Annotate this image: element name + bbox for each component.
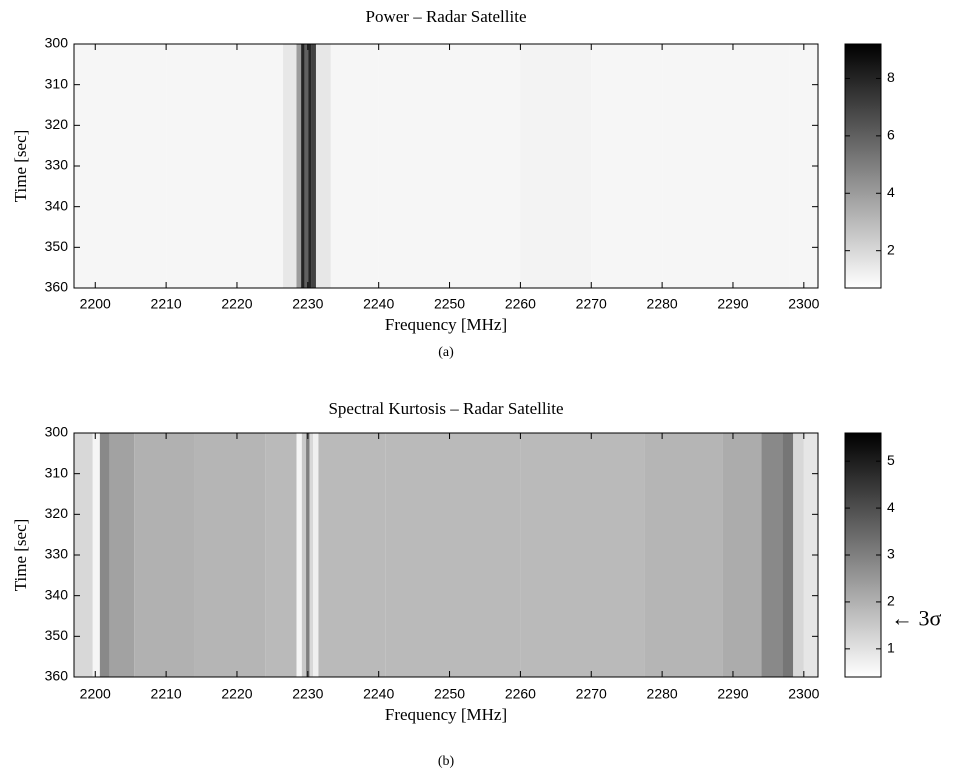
heatmap-column xyxy=(722,433,762,677)
y-tick-label: 350 xyxy=(45,627,69,643)
y-tick-label: 350 xyxy=(45,238,69,254)
y-tick-label: 320 xyxy=(45,505,69,521)
heatmap-column xyxy=(761,433,783,677)
heatmap-column xyxy=(318,433,386,677)
colorbar-tick-label: 2 xyxy=(887,241,895,257)
heatmap-column xyxy=(109,44,167,288)
heatmap-column xyxy=(308,44,312,288)
x-tick-label: 2290 xyxy=(717,296,748,312)
colorbar-tick-label: 8 xyxy=(887,69,895,85)
x-tick-label: 2230 xyxy=(292,296,323,312)
colorbar-tick-label: 3 xyxy=(887,546,895,562)
heatmap-column xyxy=(304,44,309,288)
heatmap-column xyxy=(644,433,723,677)
x-tick-label: 2210 xyxy=(151,686,182,702)
x-tick-label: 2220 xyxy=(221,296,252,312)
x-axis-label: Frequency [MHz] xyxy=(385,705,507,724)
y-axis-label: Time [sec] xyxy=(11,519,30,592)
x-tick-label: 2220 xyxy=(221,686,252,702)
heatmap-column xyxy=(296,44,302,288)
colorbar-tick-label: 2 xyxy=(887,593,895,609)
heatmap-column xyxy=(591,44,663,288)
y-tick-label: 300 xyxy=(45,424,69,440)
x-tick-label: 2250 xyxy=(434,686,465,702)
heatmap-column xyxy=(782,433,794,677)
x-tick-label: 2240 xyxy=(363,296,394,312)
heatmap-column xyxy=(313,433,319,677)
heatmap-column xyxy=(74,433,93,677)
heatmap-column xyxy=(296,433,302,677)
x-tick-label: 2260 xyxy=(505,296,536,312)
heatmap-column xyxy=(311,44,316,288)
heatmap-column xyxy=(330,44,379,288)
chart-title: Power – Radar Satellite xyxy=(366,7,527,26)
x-tick-label: 2300 xyxy=(788,296,819,312)
colorbar-tick-label: 1 xyxy=(887,640,895,656)
heatmap-column xyxy=(793,433,804,677)
caption: (b) xyxy=(438,754,455,769)
heatmap-column xyxy=(306,433,310,677)
x-tick-label: 2270 xyxy=(576,686,607,702)
heatmap-column xyxy=(236,44,284,288)
heatmap-column xyxy=(301,44,305,288)
x-tick-label: 2280 xyxy=(647,296,678,312)
heatmap-column xyxy=(662,44,733,288)
colorbar xyxy=(844,43,882,289)
heatmap-column xyxy=(283,44,297,288)
heatmap-column xyxy=(166,44,237,288)
heatmap-column xyxy=(378,44,450,288)
y-tick-label: 340 xyxy=(45,586,69,602)
x-tick-label: 2210 xyxy=(151,296,182,312)
x-tick-label: 2230 xyxy=(292,686,323,702)
annotation: ← 3σ xyxy=(891,605,942,630)
colorbar-tick-label: 4 xyxy=(887,499,895,515)
y-tick-label: 310 xyxy=(45,464,69,480)
colorbar-tick-label: 5 xyxy=(887,452,895,468)
heatmap-column xyxy=(301,433,307,677)
heatmap-column xyxy=(265,433,297,677)
y-tick-label: 320 xyxy=(45,116,69,132)
heatmap-column xyxy=(803,433,818,677)
heatmap-column xyxy=(385,433,521,677)
x-tick-label: 2300 xyxy=(788,686,819,702)
heatmap-column xyxy=(99,433,110,677)
x-tick-label: 2240 xyxy=(363,686,394,702)
colorbar-tick-label: 6 xyxy=(887,127,895,143)
heatmap-column xyxy=(732,44,790,288)
x-tick-label: 2200 xyxy=(80,686,111,702)
x-tick-label: 2290 xyxy=(717,686,748,702)
x-axis-label: Frequency [MHz] xyxy=(385,315,507,334)
y-tick-label: 330 xyxy=(45,157,69,173)
heatmap-column xyxy=(315,44,331,288)
colorbar xyxy=(844,432,882,678)
y-tick-label: 340 xyxy=(45,197,69,213)
y-axis-label: Time [sec] xyxy=(11,130,30,203)
colorbar-tick-label: 4 xyxy=(887,184,895,200)
chart-title: Spectral Kurtosis – Radar Satellite xyxy=(328,399,563,418)
y-tick-label: 360 xyxy=(45,668,69,684)
heatmap-column xyxy=(194,433,266,677)
caption: (a) xyxy=(438,345,454,360)
y-tick-label: 360 xyxy=(45,279,69,295)
x-tick-label: 2270 xyxy=(576,296,607,312)
heatmap-column xyxy=(449,44,521,288)
y-tick-label: 330 xyxy=(45,546,69,562)
heatmap-column xyxy=(520,433,645,677)
y-tick-label: 310 xyxy=(45,75,69,91)
x-tick-label: 2280 xyxy=(647,686,678,702)
heatmap-column xyxy=(109,433,135,677)
heatmap-column xyxy=(309,433,314,677)
heatmap-column xyxy=(520,44,592,288)
heatmap-column xyxy=(134,433,195,677)
x-tick-label: 2250 xyxy=(434,296,465,312)
x-tick-label: 2260 xyxy=(505,686,536,702)
heatmap-column xyxy=(92,433,100,677)
x-tick-label: 2200 xyxy=(80,296,111,312)
y-tick-label: 300 xyxy=(45,35,69,51)
